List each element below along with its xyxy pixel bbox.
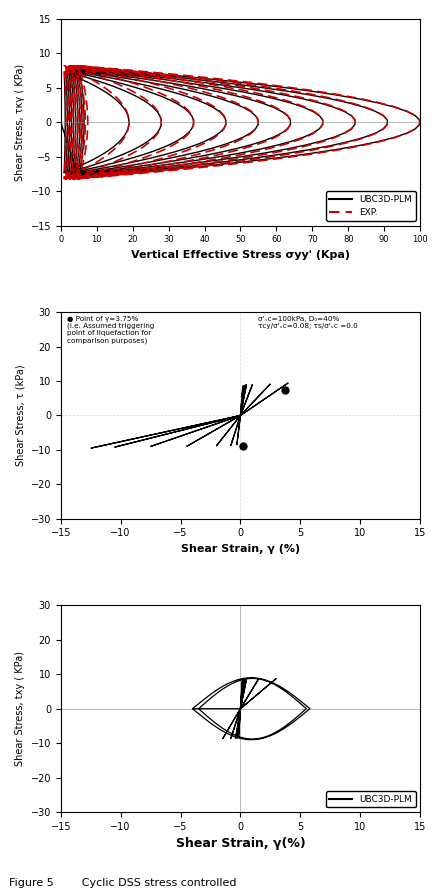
X-axis label: Vertical Effective Stress σyy' (Kpa): Vertical Effective Stress σyy' (Kpa)	[131, 250, 350, 260]
Y-axis label: Shear Stress, txy ( KPa): Shear Stress, txy ( KPa)	[15, 651, 25, 766]
X-axis label: Shear Strain, γ(%): Shear Strain, γ(%)	[175, 838, 305, 850]
X-axis label: Shear Strain, γ (%): Shear Strain, γ (%)	[181, 544, 300, 554]
Text: σ'ᵥc=100kPa, D₀=40%
τcy/σ'ᵥc=0.08; τs/σ'ᵥc =0.0: σ'ᵥc=100kPa, D₀=40% τcy/σ'ᵥc=0.08; τs/σ'…	[258, 316, 358, 328]
Y-axis label: Shear Stress, τ (kPa): Shear Stress, τ (kPa)	[15, 365, 25, 467]
Legend: UBC3D-PLM, EXP.: UBC3D-PLM, EXP.	[326, 191, 416, 221]
Y-axis label: Shear Stress, τκγ ( KPa): Shear Stress, τκγ ( KPa)	[15, 63, 25, 181]
Legend: UBC3D-PLM: UBC3D-PLM	[326, 791, 416, 807]
Text: Figure 5        Cyclic DSS stress controlled: Figure 5 Cyclic DSS stress controlled	[9, 878, 237, 888]
Text: ● Point of γ=3.75%
(i.e. Assumed triggering
point of liquefaction for
comparison: ● Point of γ=3.75% (i.e. Assumed trigger…	[67, 316, 154, 343]
